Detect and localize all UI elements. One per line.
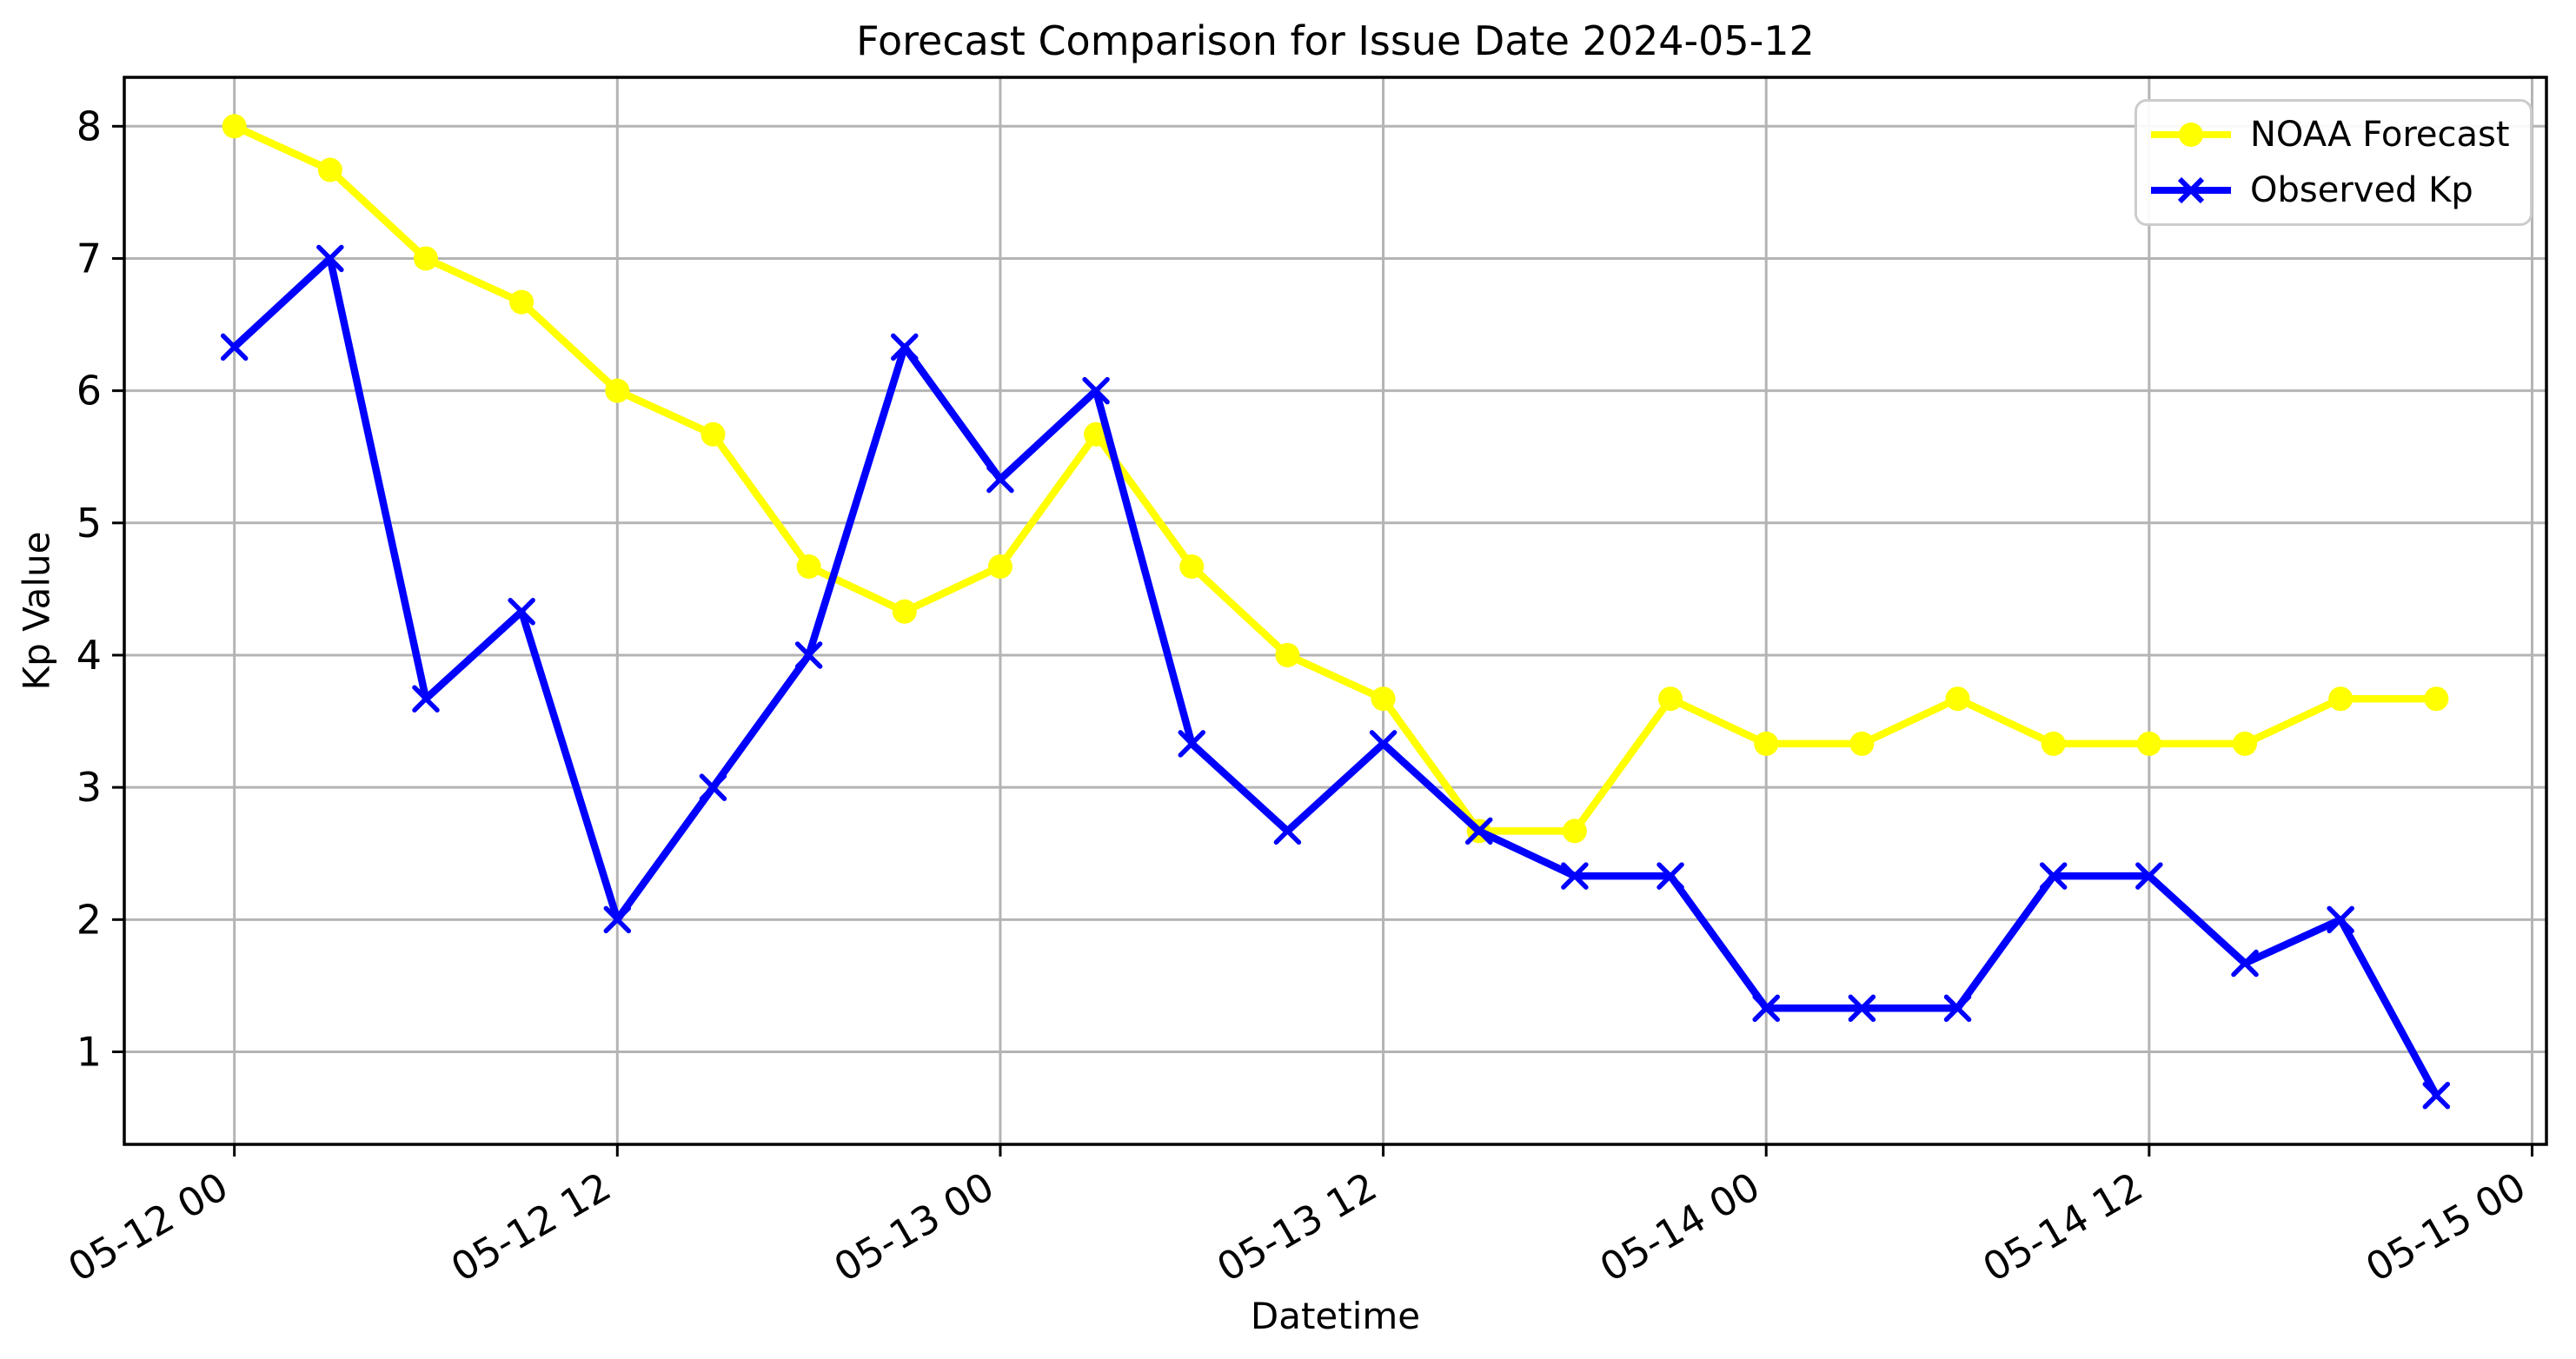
legend-item-observed-kp: Observed Kp xyxy=(2148,170,2521,210)
data-point-x xyxy=(2231,949,2259,978)
x-tick-label: 05-12 12 xyxy=(443,1163,619,1291)
data-point-x xyxy=(1752,994,1780,1023)
data-point-x xyxy=(1656,862,1684,890)
data-point-circle xyxy=(413,246,438,271)
y-tick-label: 8 xyxy=(76,103,102,149)
data-point-circle xyxy=(700,421,726,447)
data-point-x xyxy=(699,773,727,801)
data-point-circle xyxy=(2136,731,2161,756)
y-tick-label: 7 xyxy=(76,235,102,282)
legend: NOAA Forecast Observed Kp xyxy=(2134,99,2533,226)
data-point-x xyxy=(1943,994,1972,1023)
data-point-circle xyxy=(2328,686,2354,712)
x-tick-label: 05-13 00 xyxy=(827,1163,1002,1291)
y-tick-label: 1 xyxy=(76,1028,102,1075)
data-point-circle xyxy=(2424,686,2449,712)
data-point-x xyxy=(1082,376,1110,405)
data-point-circle xyxy=(1371,686,1396,712)
data-point-circle xyxy=(2041,731,2066,756)
data-point-x xyxy=(2422,1081,2451,1110)
data-point-circle xyxy=(317,157,342,182)
data-point-circle xyxy=(987,554,1012,580)
data-point-circle xyxy=(1084,421,1109,447)
data-point-x xyxy=(2327,905,2354,934)
legend-label: NOAA Forecast xyxy=(2250,115,2510,155)
data-point-x xyxy=(794,641,823,669)
axes-spines xyxy=(123,76,2548,1146)
data-point-circle xyxy=(1945,686,1970,712)
data-point-x xyxy=(1848,994,1876,1023)
data-point-x xyxy=(1273,817,1302,845)
data-point-x xyxy=(891,333,919,361)
x-tick-label: 05-14 12 xyxy=(1975,1163,2151,1291)
series-line-noaa-forecast xyxy=(230,123,2440,835)
data-point-x xyxy=(508,598,535,626)
x-tick-label: 05-15 00 xyxy=(2358,1163,2533,1291)
data-point-x xyxy=(220,333,249,361)
data-point-x xyxy=(986,465,1014,494)
data-point-circle xyxy=(796,554,821,580)
y-tick-label: 5 xyxy=(76,500,102,547)
legend-line-x-icon xyxy=(2151,176,2231,204)
data-point-circle xyxy=(605,378,630,403)
data-point-circle xyxy=(1179,554,1205,580)
y-tick-label: 4 xyxy=(76,632,102,679)
data-point-x xyxy=(1561,862,1589,890)
data-point-x xyxy=(2135,862,2163,890)
x-tick-label: 05-13 12 xyxy=(1209,1163,1384,1291)
data-point-circle xyxy=(892,599,917,624)
data-point-x xyxy=(1369,730,1398,758)
data-point-x xyxy=(1464,817,1493,845)
y-tick-label: 3 xyxy=(76,764,102,811)
x-axis-label: Datetime xyxy=(1250,1295,1421,1337)
data-point-x xyxy=(2039,862,2068,890)
legend-label: Observed Kp xyxy=(2250,170,2473,210)
data-point-circle xyxy=(1849,731,1875,756)
x-tick-label: 05-12 00 xyxy=(60,1163,236,1291)
data-point-circle xyxy=(1275,642,1300,667)
data-point-circle xyxy=(222,114,247,139)
data-point-circle xyxy=(509,289,534,315)
data-point-x xyxy=(1178,730,1206,758)
data-point-circle xyxy=(2233,731,2258,756)
x-tick-label: 05-14 00 xyxy=(1592,1163,1768,1291)
data-point-x xyxy=(412,685,440,713)
chart-title: Forecast Comparison for Issue Date 2024-… xyxy=(856,17,1815,64)
y-tick-label: 2 xyxy=(76,896,102,943)
data-point-circle xyxy=(1562,819,1587,844)
data-point-circle xyxy=(1754,731,1779,756)
data-point-x xyxy=(316,244,344,273)
legend-item-noaa-forecast: NOAA Forecast xyxy=(2148,115,2521,155)
data-point-circle xyxy=(1658,686,1683,712)
legend-line-circle-icon xyxy=(2151,123,2231,147)
data-point-x xyxy=(603,905,632,934)
y-tick-label: 6 xyxy=(76,368,102,414)
series-line-observed-kp xyxy=(230,255,2440,1099)
